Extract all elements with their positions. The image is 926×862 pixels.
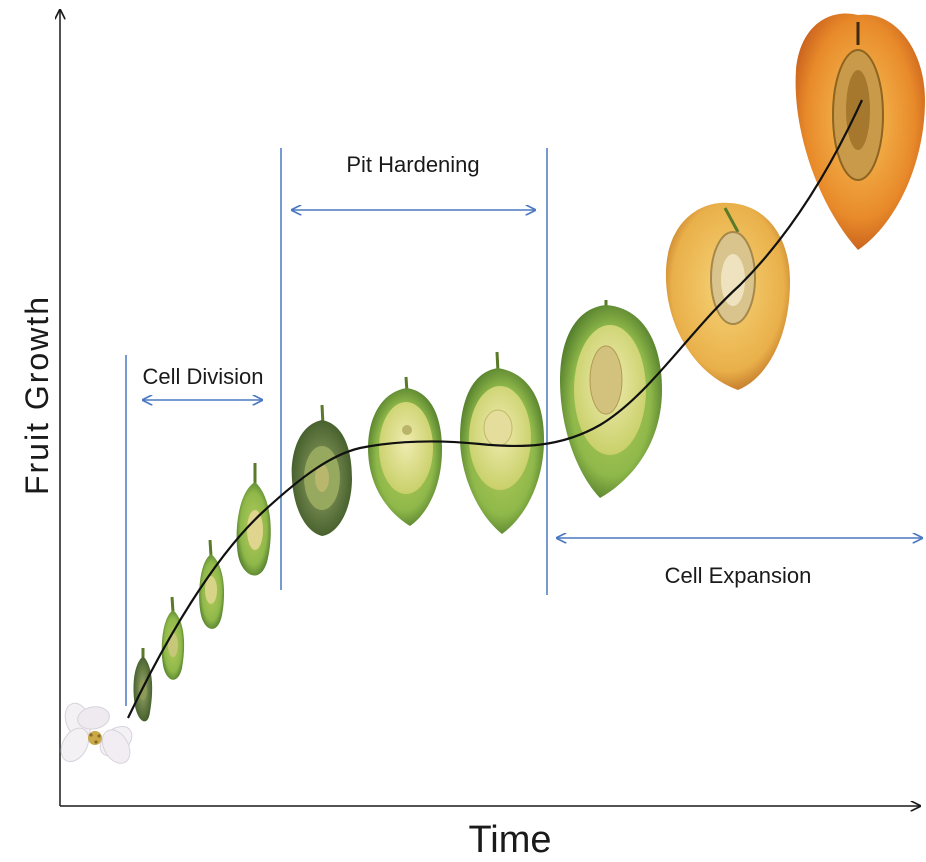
y-axis-label: Fruit Growth [19, 295, 55, 495]
green-fruitlet-icon [161, 596, 185, 680]
green-fruit-half-icon [560, 300, 662, 498]
x-axis-label: Time [468, 819, 551, 861]
ripe-apricot-half-icon [795, 13, 925, 250]
pit-hardening-label: Pit Hardening [346, 152, 479, 177]
growth-curve [127, 99, 864, 719]
green-fruit-half-icon [291, 404, 352, 536]
green-fruit-half-icon [368, 376, 442, 526]
green-fruitlet-icon [236, 463, 271, 576]
cell-division-label: Cell Division [142, 364, 263, 389]
green-fruitlet-icon [199, 539, 225, 629]
cell-expansion-label: Cell Expansion [665, 563, 812, 588]
blossom-icon [60, 702, 133, 764]
green-fruitlet-icon [133, 648, 153, 722]
green-fruit-half-icon [460, 351, 544, 534]
